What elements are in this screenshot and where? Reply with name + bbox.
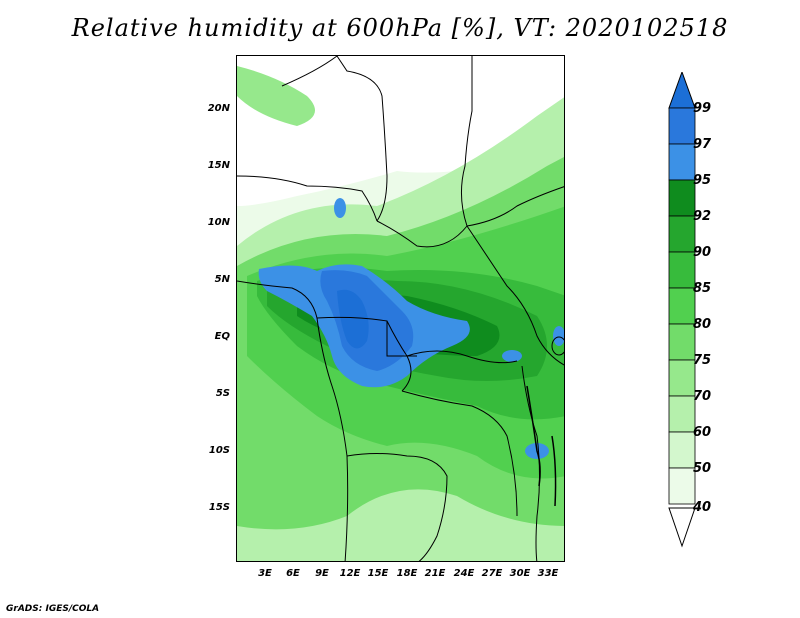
- colorbar-label-50: 50: [693, 461, 712, 476]
- rh-70-75-area: [237, 66, 315, 126]
- colorbar-60-70: [668, 395, 696, 433]
- lat-label-10s: 10S: [208, 445, 230, 456]
- lon-label-24e: 24E: [453, 568, 475, 579]
- colorbar-50-60: [668, 431, 696, 469]
- humidity-map: [236, 55, 565, 562]
- colorbar-70-75: [668, 359, 696, 397]
- colorbar-95-97: [668, 143, 696, 181]
- colorbar-over-arrow: [668, 72, 696, 109]
- colorbar-40-50: [668, 467, 696, 505]
- colorbar-92-95: [668, 179, 696, 217]
- colorbar-label-99: 99: [693, 101, 712, 116]
- colorbar-label-40: 40: [693, 500, 712, 515]
- rh-95-97-patch: [334, 198, 346, 218]
- chart-title: Relative humidity at 600hPa [%], VT: 202…: [71, 14, 729, 42]
- grads-credit: GrADS: IGES/COLA: [6, 604, 100, 614]
- lat-label-20n: 20N: [207, 103, 230, 114]
- lon-label-3e: 3E: [258, 568, 272, 579]
- lon-label-30e: 30E: [509, 568, 531, 579]
- lat-label-5n: 5N: [214, 274, 230, 285]
- lon-label-12e: 12E: [339, 568, 361, 579]
- lon-label-27e: 27E: [481, 568, 503, 579]
- colorbar-85-90: [668, 251, 696, 289]
- lake-victoria: [551, 336, 564, 356]
- rh-95-97-patch: [553, 326, 564, 346]
- colorbar-label-92: 92: [693, 209, 712, 224]
- lat-label-10n: 10N: [207, 217, 230, 228]
- lon-label-21e: 21E: [424, 568, 446, 579]
- colorbar-80-85: [668, 287, 696, 325]
- lake-tanganyika: [526, 385, 541, 487]
- country-borders: [237, 56, 564, 561]
- colorbar-label-90: 90: [693, 245, 712, 260]
- lat-label-15n: 15N: [207, 160, 230, 171]
- colorbar-75-80: [668, 323, 696, 361]
- colorbar-label-70: 70: [693, 389, 712, 404]
- lon-label-15e: 15E: [367, 568, 389, 579]
- rh-above-99-area: [337, 289, 369, 349]
- colorbar: [668, 72, 696, 548]
- colorbar-label-75: 75: [693, 353, 712, 368]
- lat-label-5s: 5S: [215, 388, 230, 399]
- colorbar-97-99: [668, 107, 696, 145]
- lake-malawi: [551, 435, 557, 507]
- lon-label-6e: 6E: [286, 568, 300, 579]
- lon-label-9e: 9E: [315, 568, 329, 579]
- colorbar-under-arrow: [668, 507, 696, 548]
- lat-label-15s: 15S: [208, 502, 230, 513]
- lon-label-33e: 33E: [537, 568, 559, 579]
- colorbar-label-60: 60: [693, 425, 712, 440]
- lon-label-18e: 18E: [396, 568, 418, 579]
- colorbar-label-97: 97: [693, 137, 712, 152]
- rh-below-40-area: [237, 56, 564, 206]
- map-canvas: [237, 56, 564, 561]
- colorbar-label-80: 80: [693, 317, 712, 332]
- colorbar-label-95: 95: [693, 173, 712, 188]
- rh-95-97-patch: [502, 350, 522, 362]
- colorbar-label-85: 85: [693, 281, 712, 296]
- colorbar-90-92: [668, 215, 696, 253]
- lat-label-eq: EQ: [214, 331, 230, 342]
